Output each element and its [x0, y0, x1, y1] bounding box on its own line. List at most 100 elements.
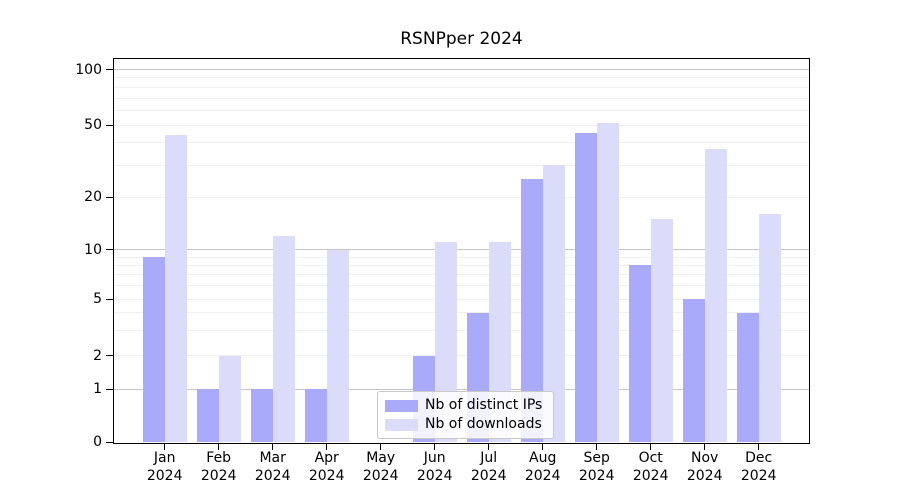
- x-tick-mark: [488, 444, 490, 450]
- y-tick-mark: [106, 196, 114, 198]
- y-tick-mark: [106, 249, 114, 251]
- gridline-minor: [114, 124, 809, 126]
- x-tick-label: Nov 2024: [673, 449, 737, 485]
- bar-nb-of-distinct-ips-feb: [196, 389, 219, 442]
- bar-nb-of-distinct-ips-apr: [304, 389, 327, 442]
- y-tick-label: 100: [75, 61, 102, 78]
- x-tick-mark: [650, 444, 652, 450]
- y-tick-label: 1: [93, 381, 102, 398]
- x-tick-month: Sep: [583, 450, 610, 466]
- x-tick-year: 2024: [362, 468, 399, 484]
- x-tick-label: Mar 2024: [241, 449, 305, 485]
- x-tick-mark: [704, 444, 706, 450]
- x-tick-mark: [164, 444, 166, 450]
- gridline-minor: [114, 298, 809, 300]
- bar-nb-of-downloads-nov: [704, 148, 727, 442]
- x-tick-month: Jan: [153, 450, 176, 466]
- bar-nb-of-downloads-mar: [272, 235, 295, 442]
- x-tick-mark: [218, 444, 220, 450]
- gridline-minor: [114, 196, 809, 198]
- gridline-minor: [114, 97, 809, 99]
- bar-nb-of-distinct-ips-mar: [250, 389, 273, 442]
- x-tick-mark: [380, 444, 382, 450]
- x-tick-month: Oct: [638, 450, 663, 466]
- legend-item-downloads: Nb of downloads: [385, 417, 545, 432]
- gridline-minor: [114, 256, 809, 258]
- x-tick-mark: [326, 444, 328, 450]
- x-tick-month: Nov: [691, 450, 719, 466]
- chart-title: RSNPper 2024: [400, 29, 523, 49]
- x-tick-mark: [596, 444, 598, 450]
- legend-swatch-distinct-ips: [385, 399, 418, 412]
- bar-nb-of-downloads-aug: [542, 165, 565, 442]
- x-tick-mark: [434, 444, 436, 450]
- bar-nb-of-distinct-ips-dec: [736, 312, 759, 442]
- x-tick-label: Feb 2024: [187, 449, 251, 485]
- x-tick-label: Jun 2024: [403, 449, 467, 485]
- legend-swatch-downloads: [385, 418, 418, 431]
- y-tick-mark: [106, 298, 114, 300]
- gridline-major: [114, 69, 809, 70]
- x-tick-year: 2024: [254, 468, 291, 484]
- bar-nb-of-downloads-sep: [596, 123, 619, 442]
- x-tick-year: 2024: [578, 468, 615, 484]
- x-tick-month: Mar: [259, 450, 286, 466]
- x-tick-mark: [758, 444, 760, 450]
- gridline-minor: [114, 355, 809, 356]
- x-tick-label: Jul 2024: [457, 449, 521, 485]
- bar-nb-of-distinct-ips-sep: [574, 133, 597, 442]
- x-tick-year: 2024: [470, 468, 507, 484]
- bar-nb-of-downloads-dec: [758, 213, 781, 442]
- y-tick-mark: [106, 441, 114, 443]
- x-tick-month: May: [366, 450, 396, 466]
- x-tick-month: Jun: [423, 450, 446, 466]
- y-tick-mark: [106, 69, 114, 71]
- y-tick-label: 20: [84, 189, 102, 206]
- y-tick-mark: [106, 388, 114, 390]
- bar-nb-of-distinct-ips-nov: [682, 299, 705, 442]
- x-tick-year: 2024: [686, 468, 723, 484]
- x-tick-year: 2024: [416, 468, 453, 484]
- y-tick-mark: [106, 124, 114, 126]
- gridline-minor: [114, 86, 809, 88]
- bar-nb-of-downloads-feb: [218, 355, 241, 442]
- x-tick-year: 2024: [632, 468, 669, 484]
- x-tick-year: 2024: [740, 468, 777, 484]
- y-tick-mark: [106, 355, 114, 357]
- gridline-minor: [114, 312, 809, 314]
- x-tick-label: Oct 2024: [619, 449, 683, 485]
- legend-label-downloads: Nb of downloads: [425, 416, 542, 432]
- bar-nb-of-downloads-apr: [326, 249, 349, 442]
- x-tick-label: Aug 2024: [511, 449, 575, 485]
- x-tick-label: Sep 2024: [565, 449, 629, 485]
- x-tick-year: 2024: [200, 468, 237, 484]
- gridline-minor: [114, 329, 809, 331]
- gridline-minor: [114, 274, 809, 276]
- gridline-minor: [114, 264, 809, 266]
- x-tick-year: 2024: [524, 468, 561, 484]
- legend-label-distinct-ips: Nb of distinct IPs: [425, 397, 543, 413]
- x-tick-label: Jan 2024: [133, 449, 197, 485]
- legend: Nb of distinct IPs Nb of downloads: [377, 391, 554, 439]
- gridline-minor: [114, 77, 809, 79]
- y-tick-label: 10: [84, 241, 102, 258]
- legend-item-distinct-ips: Nb of distinct IPs: [385, 398, 545, 413]
- bar-nb-of-distinct-ips-aug: [520, 179, 543, 442]
- x-tick-label: May 2024: [349, 449, 413, 485]
- x-tick-year: 2024: [146, 468, 183, 484]
- y-tick-label: 2: [93, 347, 102, 364]
- gridline-minor: [114, 164, 809, 166]
- gridline-minor: [114, 285, 809, 287]
- x-tick-label: Apr 2024: [295, 449, 359, 485]
- x-tick-month: Feb: [206, 450, 232, 466]
- y-tick-label: 0: [93, 434, 102, 451]
- x-tick-mark: [542, 444, 544, 450]
- gridline-major: [114, 388, 809, 390]
- x-tick-mark: [272, 444, 274, 450]
- x-tick-month: Dec: [745, 450, 773, 466]
- x-tick-month: Apr: [314, 450, 339, 466]
- x-tick-label: Dec 2024: [727, 449, 791, 485]
- gridline-minor: [114, 142, 809, 144]
- bar-nb-of-distinct-ips-oct: [628, 265, 651, 442]
